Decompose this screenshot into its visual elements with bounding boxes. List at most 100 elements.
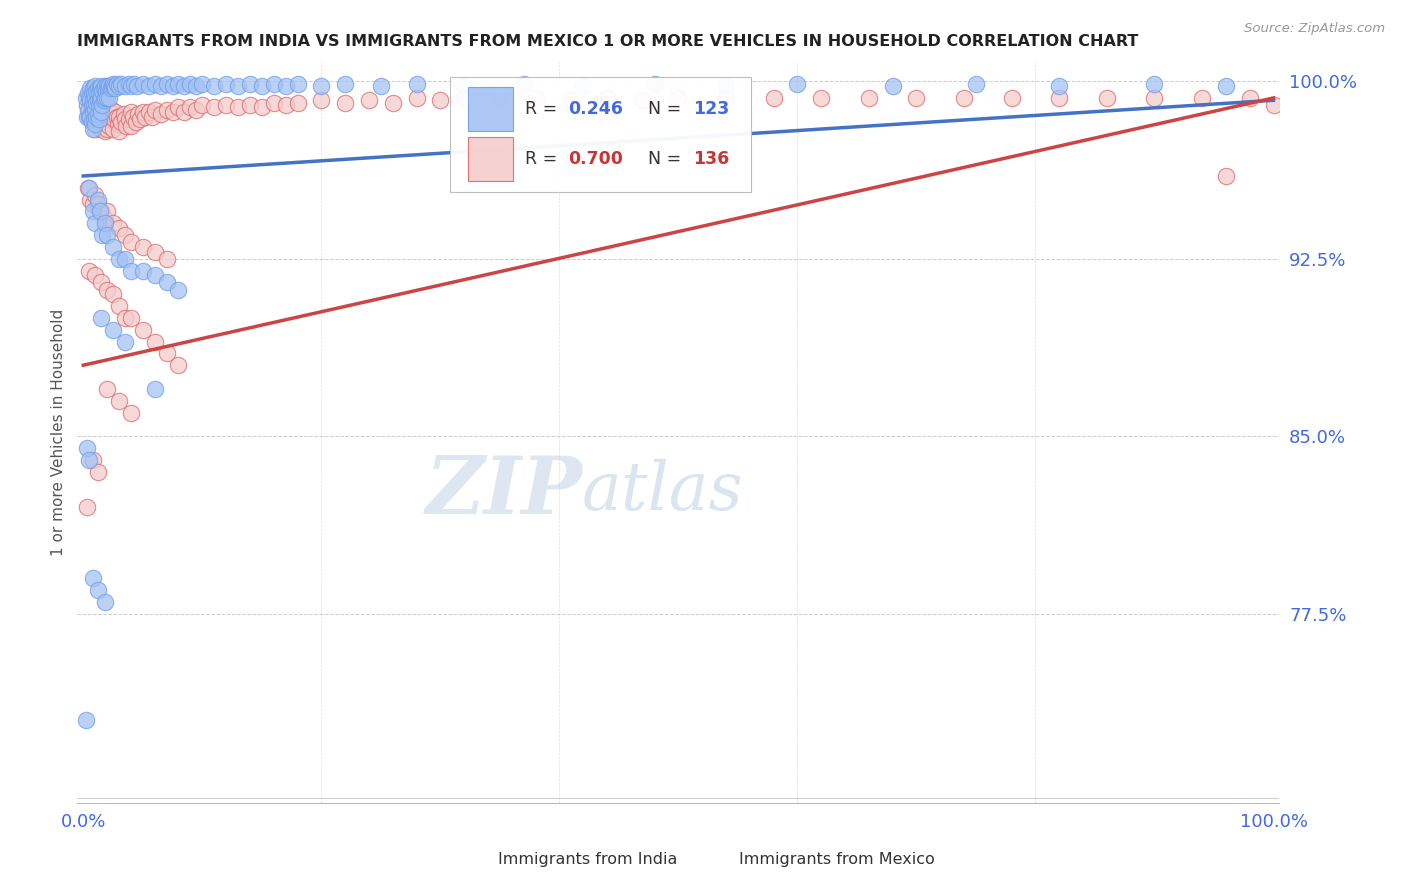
- Point: [79, 81, 101, 95]
- Point: [93, 595, 115, 609]
- Text: 0.700: 0.700: [568, 150, 623, 168]
- Point: [93, 81, 115, 95]
- Point: [84, 117, 107, 131]
- Point: [120, 105, 142, 120]
- Point: [132, 263, 155, 277]
- Point: [86, 84, 108, 98]
- Point: [101, 121, 124, 136]
- Text: 0.246: 0.246: [568, 100, 623, 118]
- Point: [84, 268, 107, 283]
- Point: [89, 81, 111, 95]
- Point: [124, 77, 146, 91]
- Point: [115, 120, 138, 134]
- Point: [858, 91, 880, 105]
- Point: [76, 500, 98, 515]
- Point: [524, 91, 547, 105]
- Text: Immigrants from India: Immigrants from India: [498, 852, 678, 866]
- Point: [77, 103, 100, 117]
- Point: [93, 79, 115, 94]
- Point: [80, 114, 103, 128]
- Point: [141, 110, 163, 124]
- Point: [89, 117, 111, 131]
- Point: [108, 299, 131, 313]
- Point: [108, 221, 131, 235]
- Point: [90, 121, 112, 136]
- Text: atlas: atlas: [582, 459, 744, 524]
- Point: [77, 452, 100, 467]
- Point: [202, 100, 225, 114]
- Text: Source: ZipAtlas.com: Source: ZipAtlas.com: [1244, 22, 1385, 36]
- Point: [155, 346, 177, 360]
- Point: [263, 77, 285, 91]
- Point: [101, 216, 124, 230]
- Point: [86, 81, 108, 95]
- Point: [80, 86, 103, 100]
- Point: [76, 441, 98, 455]
- Point: [101, 103, 124, 117]
- Point: [489, 93, 512, 107]
- Point: [239, 77, 262, 91]
- Point: [786, 77, 808, 91]
- Point: [108, 124, 131, 138]
- Point: [96, 228, 118, 243]
- Point: [86, 107, 108, 121]
- Point: [82, 105, 104, 120]
- Point: [93, 93, 115, 107]
- Point: [101, 107, 124, 121]
- Point: [77, 263, 100, 277]
- Point: [1215, 169, 1237, 183]
- Point: [134, 110, 156, 124]
- Point: [76, 98, 98, 112]
- Text: 136: 136: [693, 150, 730, 168]
- Point: [512, 77, 534, 91]
- Point: [149, 107, 172, 121]
- Point: [97, 81, 120, 95]
- Point: [215, 98, 238, 112]
- Point: [83, 114, 105, 128]
- Text: Immigrants from Mexico: Immigrants from Mexico: [738, 852, 934, 866]
- Point: [762, 91, 785, 105]
- Point: [108, 252, 131, 266]
- Point: [333, 77, 356, 91]
- Point: [82, 571, 104, 585]
- Point: [98, 105, 121, 120]
- Point: [96, 204, 118, 219]
- Point: [79, 93, 101, 107]
- Point: [1215, 79, 1237, 94]
- Point: [173, 79, 195, 94]
- Point: [162, 79, 184, 94]
- Point: [77, 181, 100, 195]
- Point: [100, 81, 122, 95]
- FancyBboxPatch shape: [695, 842, 733, 876]
- Point: [155, 103, 177, 117]
- Point: [167, 283, 190, 297]
- Point: [79, 110, 101, 124]
- Point: [86, 105, 108, 120]
- Point: [114, 334, 136, 349]
- Point: [101, 240, 124, 254]
- Point: [333, 95, 356, 110]
- Point: [179, 100, 201, 114]
- Point: [103, 112, 125, 127]
- Point: [91, 228, 114, 243]
- Point: [120, 120, 142, 134]
- Point: [132, 323, 155, 337]
- Point: [86, 112, 108, 127]
- Point: [75, 713, 97, 727]
- Point: [96, 121, 118, 136]
- Point: [120, 263, 142, 277]
- Point: [105, 77, 128, 91]
- Point: [93, 110, 115, 124]
- Point: [77, 103, 100, 117]
- FancyBboxPatch shape: [468, 87, 513, 131]
- Point: [882, 79, 904, 94]
- Point: [100, 110, 122, 124]
- Point: [104, 81, 127, 95]
- Point: [179, 77, 201, 91]
- Point: [311, 93, 333, 107]
- Point: [167, 100, 190, 114]
- Point: [560, 93, 582, 107]
- Point: [186, 79, 208, 94]
- Point: [98, 120, 121, 134]
- Point: [287, 77, 309, 91]
